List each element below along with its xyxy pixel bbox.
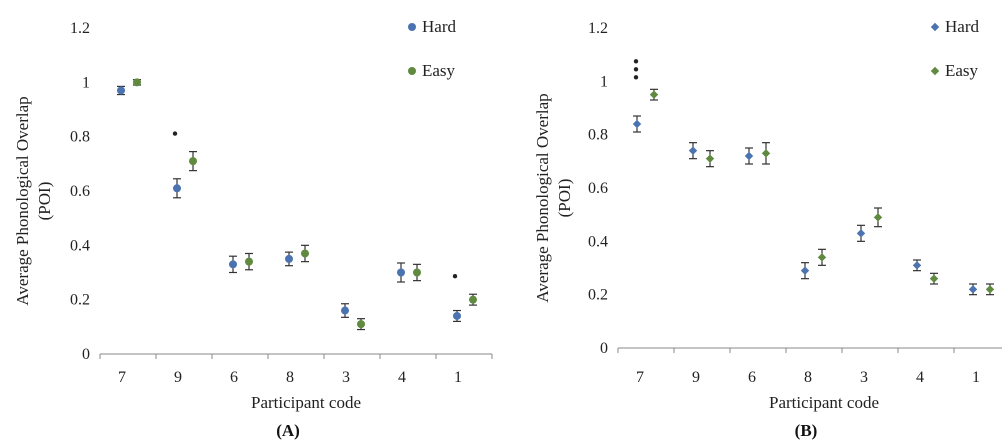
data-point-hard [453, 311, 461, 320]
data-point-easy [245, 257, 253, 266]
data-point-easy [985, 285, 995, 294]
legend-label-easy: Easy [945, 61, 979, 80]
data-point-hard [912, 261, 922, 270]
significance-marker [172, 131, 178, 136]
x-tick-label: 3 [342, 369, 350, 386]
data-point-easy [357, 320, 365, 329]
data-point-hard [744, 151, 754, 161]
data-point-hard [968, 285, 978, 294]
data-point-easy [301, 249, 309, 258]
data-point-hard [229, 260, 237, 269]
data-point-hard [856, 229, 866, 238]
data-point-easy [761, 149, 771, 158]
y-tick-label: 1.2 [70, 20, 90, 37]
x-tick-label: 1 [972, 369, 980, 386]
y-tick-label: 0.6 [70, 183, 90, 200]
x-tick-label: 4 [916, 369, 924, 386]
x-tick-label: 1 [454, 369, 462, 386]
data-point-hard [117, 86, 125, 95]
data-point-hard [341, 306, 349, 315]
data-point-easy [873, 213, 883, 222]
x-axis-label: Participant code [769, 393, 879, 412]
data-point-easy [189, 157, 197, 166]
data-point-hard [800, 266, 810, 275]
y-tick-label: 1 [600, 73, 608, 90]
significance-marker [633, 59, 639, 64]
y-tick-label: 0.8 [70, 129, 90, 146]
legend-marker-hard [408, 23, 416, 31]
x-tick-label: 6 [748, 369, 756, 386]
data-point-easy [469, 295, 477, 304]
data-point-hard [632, 119, 642, 129]
data-point-hard [285, 254, 293, 263]
data-point-easy [649, 90, 659, 99]
x-tick-label: 8 [804, 369, 812, 386]
x-tick-label: 7 [118, 369, 126, 386]
x-tick-label: 6 [230, 369, 238, 386]
x-tick-label: 7 [636, 369, 644, 386]
data-point-easy [929, 274, 939, 283]
y-axis-label: Average Phonological Overlap (POI) [13, 96, 54, 305]
y-tick-label: 0.8 [588, 127, 608, 144]
y-tick-label: 0.6 [588, 180, 608, 197]
y-tick-label: 0 [600, 340, 608, 357]
x-tick-label: 4 [398, 369, 406, 386]
y-axis-label: Average Phonological Overlap (POI) [533, 93, 574, 302]
data-point-easy [413, 268, 421, 277]
y-tick-label: 0.2 [70, 292, 90, 309]
panel-label: (A) [276, 421, 300, 440]
data-point-easy [817, 253, 827, 262]
y-tick-label: 0.2 [588, 287, 608, 304]
significance-marker [452, 274, 458, 279]
panel-label: (B) [795, 421, 818, 440]
data-point-hard [397, 268, 405, 277]
chart-panel-b: 0 0.2 0.4 0.6 0.8 1 1.2 7 9 6 8 3 4 1 Participant code… [533, 17, 1002, 440]
x-tick-label: 9 [174, 369, 182, 386]
data-point-hard [688, 146, 698, 155]
legend-marker-hard [930, 22, 940, 32]
significance-marker [633, 67, 639, 72]
legend-marker-easy [930, 66, 940, 76]
legend-marker-easy [408, 67, 416, 75]
significance-marker [633, 75, 639, 80]
x-tick-label: 9 [692, 369, 700, 386]
x-tick-label: 3 [860, 369, 868, 386]
legend-label-hard: Hard [945, 17, 979, 36]
x-tick-label: 8 [286, 369, 294, 386]
chart-panel-a: 0 0.2 0.4 0.6 0.8 1 1.2 7 9 6 8 3 4 1 Participant code… [13, 17, 493, 440]
y-tick-label: 1 [82, 74, 90, 91]
data-point-easy [133, 78, 141, 87]
x-axis-label: Participant code [251, 393, 361, 412]
legend-label-easy: Easy [422, 61, 456, 80]
legend-label-hard: Hard [422, 17, 456, 36]
data-point-easy [705, 154, 715, 163]
y-tick-label: 0 [82, 346, 90, 363]
y-tick-label: 0.4 [70, 237, 90, 254]
y-tick-label: 0.4 [588, 233, 608, 250]
data-point-hard [173, 184, 181, 193]
y-tick-label: 1.2 [588, 20, 608, 37]
